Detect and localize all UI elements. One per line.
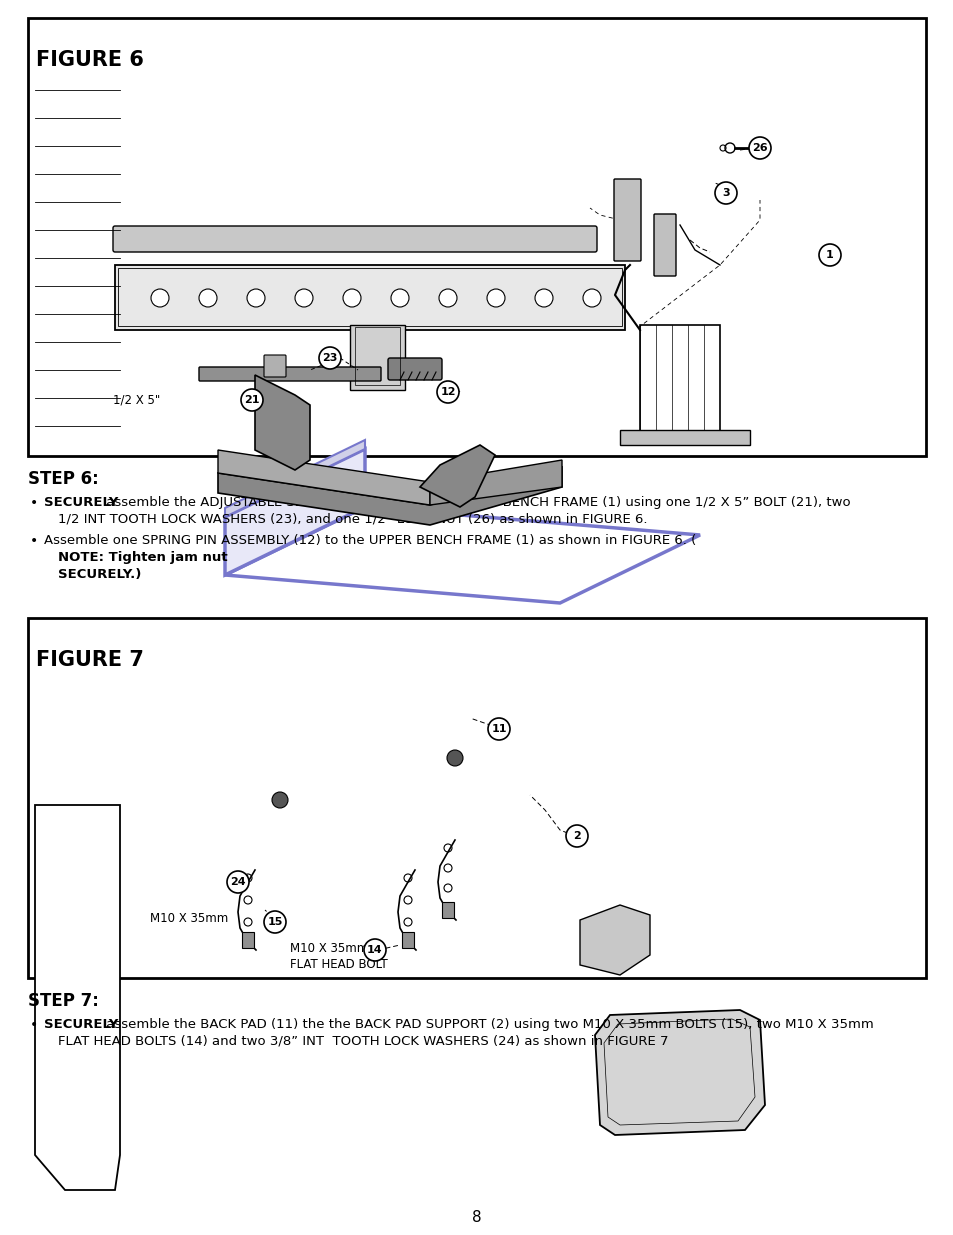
Text: 21: 21: [244, 395, 259, 405]
Circle shape: [818, 245, 841, 266]
Text: 23: 23: [322, 353, 337, 363]
Text: 1: 1: [825, 249, 833, 261]
Text: 15: 15: [267, 918, 282, 927]
FancyBboxPatch shape: [401, 932, 414, 948]
Text: 11: 11: [491, 724, 506, 734]
Polygon shape: [218, 450, 430, 505]
FancyBboxPatch shape: [264, 354, 286, 377]
Circle shape: [447, 750, 462, 766]
FancyBboxPatch shape: [441, 902, 454, 918]
Circle shape: [535, 289, 553, 308]
FancyBboxPatch shape: [388, 358, 441, 380]
Circle shape: [294, 289, 313, 308]
FancyBboxPatch shape: [639, 325, 720, 445]
Text: SECURELY: SECURELY: [44, 1018, 118, 1031]
Text: 8: 8: [472, 1210, 481, 1225]
Polygon shape: [35, 805, 120, 1191]
Text: 1/2 X 5": 1/2 X 5": [112, 394, 160, 406]
Text: assemble the BACK PAD (11) the the BACK PAD SUPPORT (2) using two M10 X 35mm BOL: assemble the BACK PAD (11) the the BACK …: [102, 1018, 873, 1031]
FancyBboxPatch shape: [28, 618, 925, 978]
FancyBboxPatch shape: [112, 226, 597, 252]
Polygon shape: [218, 467, 561, 525]
FancyBboxPatch shape: [350, 325, 405, 390]
Circle shape: [199, 289, 216, 308]
Circle shape: [438, 289, 456, 308]
Polygon shape: [595, 1010, 764, 1135]
Text: 2: 2: [573, 831, 580, 841]
Text: •: •: [30, 534, 38, 548]
Circle shape: [151, 289, 169, 308]
Text: FIGURE 7: FIGURE 7: [36, 650, 144, 671]
Circle shape: [565, 825, 587, 847]
Text: 12: 12: [439, 387, 456, 396]
Text: 24: 24: [230, 877, 246, 887]
Circle shape: [247, 289, 265, 308]
Circle shape: [486, 289, 504, 308]
Text: 1/2 INT TOOTH LOCK WASHERS (23), and one 1/2” LOCK NUT (26) as shown in FIGURE 6: 1/2 INT TOOTH LOCK WASHERS (23), and one…: [58, 513, 647, 526]
Text: Assemble one SPRING PIN ASSEMBLY (12) to the UPPER BENCH FRAME (1) as shown in F: Assemble one SPRING PIN ASSEMBLY (12) to…: [44, 534, 696, 547]
Polygon shape: [225, 440, 365, 517]
Circle shape: [364, 939, 386, 961]
Text: FLAT HEAD BOLT: FLAT HEAD BOLT: [290, 957, 387, 971]
Polygon shape: [225, 450, 365, 576]
Text: 26: 26: [751, 143, 767, 153]
Text: 14: 14: [367, 945, 382, 955]
Text: •: •: [30, 1018, 38, 1032]
Text: STEP 6:: STEP 6:: [28, 471, 99, 488]
Text: SECURELY: SECURELY: [44, 496, 118, 509]
Circle shape: [241, 389, 263, 411]
Circle shape: [436, 382, 458, 403]
Circle shape: [318, 347, 340, 369]
Circle shape: [582, 289, 600, 308]
Text: assemble the ADJUSTABLE SEAT SUPPORT (3) to the UPPER BENCH FRAME (1) using one : assemble the ADJUSTABLE SEAT SUPPORT (3)…: [102, 496, 850, 509]
Circle shape: [748, 137, 770, 159]
Circle shape: [714, 182, 737, 204]
Polygon shape: [430, 459, 561, 505]
FancyBboxPatch shape: [619, 430, 749, 445]
Circle shape: [272, 792, 288, 808]
Text: FLAT HEAD BOLTS (14) and two 3/8” INT  TOOTH LOCK WASHERS (24) as shown in FIGUR: FLAT HEAD BOLTS (14) and two 3/8” INT TO…: [58, 1035, 668, 1049]
Text: 3: 3: [721, 188, 729, 198]
FancyBboxPatch shape: [654, 214, 676, 275]
FancyBboxPatch shape: [199, 367, 380, 382]
Text: STEP 7:: STEP 7:: [28, 992, 99, 1010]
FancyBboxPatch shape: [614, 179, 640, 261]
Polygon shape: [419, 445, 495, 508]
FancyBboxPatch shape: [28, 19, 925, 456]
Circle shape: [343, 289, 360, 308]
Circle shape: [227, 871, 249, 893]
Text: •: •: [30, 496, 38, 510]
Text: NOTE: Tighten jam nut: NOTE: Tighten jam nut: [58, 551, 228, 564]
Text: M10 X 35mm: M10 X 35mm: [150, 911, 228, 925]
FancyBboxPatch shape: [242, 932, 253, 948]
Text: FIGURE 6: FIGURE 6: [36, 49, 144, 70]
Text: SECURELY.): SECURELY.): [58, 568, 141, 580]
Polygon shape: [254, 375, 310, 471]
Circle shape: [264, 911, 286, 932]
Text: M10 X 35mm: M10 X 35mm: [290, 941, 368, 955]
Polygon shape: [225, 508, 700, 603]
Circle shape: [391, 289, 409, 308]
Circle shape: [488, 718, 510, 740]
Polygon shape: [579, 905, 649, 974]
FancyBboxPatch shape: [115, 266, 624, 330]
